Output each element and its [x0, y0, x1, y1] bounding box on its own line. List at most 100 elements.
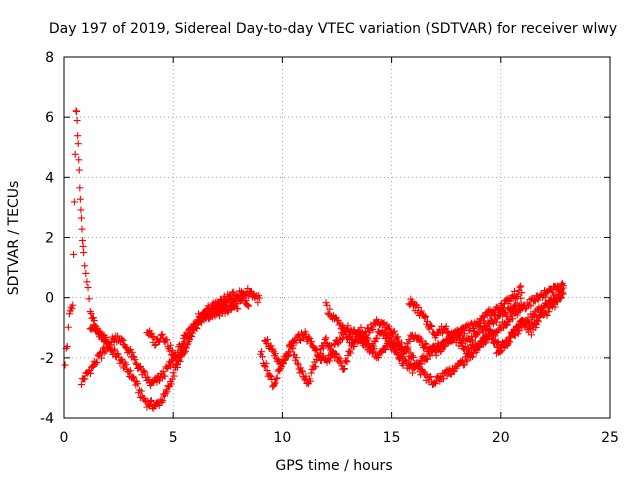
plot-frame	[63, 56, 611, 419]
data-point	[427, 322, 435, 330]
data-point	[524, 314, 532, 322]
data-point	[343, 358, 351, 366]
data-point	[168, 375, 176, 383]
data-point	[261, 363, 269, 371]
data-point	[381, 346, 389, 354]
data-point	[85, 295, 93, 303]
data-point	[163, 336, 171, 344]
y-tick-label: -4	[40, 411, 54, 427]
data-point	[368, 324, 376, 332]
data-point	[271, 350, 279, 358]
data-point	[98, 348, 106, 356]
data-point	[557, 294, 565, 302]
data-point	[256, 294, 264, 302]
data-point	[533, 316, 541, 324]
data-point	[406, 337, 414, 345]
data-point	[268, 376, 276, 384]
data-point	[518, 289, 526, 297]
data-point	[170, 372, 178, 380]
data-point	[313, 346, 321, 354]
data-point	[243, 300, 251, 308]
data-point	[257, 348, 265, 356]
data-point	[341, 328, 349, 336]
data-point	[369, 342, 377, 350]
data-point	[96, 327, 104, 335]
data-point	[271, 380, 279, 388]
data-point	[328, 347, 336, 355]
data-point	[163, 388, 171, 396]
data-point	[334, 340, 342, 348]
data-point	[550, 291, 558, 299]
data-point	[458, 339, 466, 347]
data-point	[226, 292, 234, 300]
data-point	[244, 301, 252, 309]
data-point	[327, 342, 335, 350]
data-point	[87, 309, 95, 317]
data-point	[349, 340, 357, 348]
data-point	[334, 353, 342, 361]
data-point	[174, 356, 182, 364]
data-point	[258, 353, 266, 361]
chart-title: Day 197 of 2019, Sidereal Day-to-day VTE…	[49, 21, 617, 37]
data-point	[373, 334, 381, 342]
data-point	[559, 290, 567, 298]
data-point	[330, 340, 338, 348]
data-point	[428, 322, 436, 330]
data-point	[517, 294, 525, 302]
data-point	[466, 326, 474, 334]
data-point	[439, 375, 447, 383]
data-point	[168, 346, 176, 354]
data-point	[465, 348, 473, 356]
data-point	[326, 357, 334, 365]
axis-ticks: 0 5 10 15 20 25 -4 -2 0 2 4 6 8	[40, 50, 619, 446]
data-point	[232, 300, 240, 308]
data-point	[340, 365, 348, 373]
data-point	[496, 348, 504, 356]
data-point	[418, 337, 426, 345]
data-point	[342, 326, 350, 334]
data-point	[158, 330, 166, 338]
data-point	[389, 329, 397, 337]
data-point	[84, 284, 92, 292]
data-point	[417, 357, 425, 365]
data-point	[77, 206, 85, 214]
data-point	[245, 302, 253, 310]
data-point	[399, 353, 407, 361]
data-point	[336, 355, 344, 363]
data-point	[183, 341, 191, 349]
data-point	[267, 372, 275, 380]
data-point	[541, 293, 549, 301]
data-point	[64, 323, 72, 331]
data-point	[527, 331, 535, 339]
data-point	[70, 250, 78, 258]
data-point	[440, 342, 448, 350]
data-point	[342, 357, 350, 365]
data-point	[128, 348, 136, 356]
data-point	[68, 305, 76, 313]
data-point	[134, 380, 142, 388]
data-point	[197, 317, 204, 325]
data-point	[422, 312, 430, 320]
data-point	[322, 334, 330, 342]
data-point	[522, 319, 530, 327]
data-point	[559, 284, 567, 292]
data-point	[76, 184, 84, 192]
series-trace-b	[86, 300, 242, 390]
data-point	[146, 397, 154, 405]
data-point	[469, 353, 477, 361]
data-point	[500, 343, 508, 351]
data-point	[113, 350, 121, 358]
x-tick-label: 25	[601, 430, 619, 446]
data-point	[312, 345, 320, 353]
y-tick-label: 0	[45, 291, 54, 307]
data-point	[63, 343, 71, 351]
data-point	[480, 317, 488, 325]
data-point	[527, 302, 535, 310]
data-point	[468, 332, 476, 340]
data-point	[77, 214, 85, 222]
data-point	[545, 308, 553, 316]
data-point	[273, 374, 281, 382]
y-tick-label: 6	[45, 110, 54, 126]
data-point	[197, 319, 205, 327]
